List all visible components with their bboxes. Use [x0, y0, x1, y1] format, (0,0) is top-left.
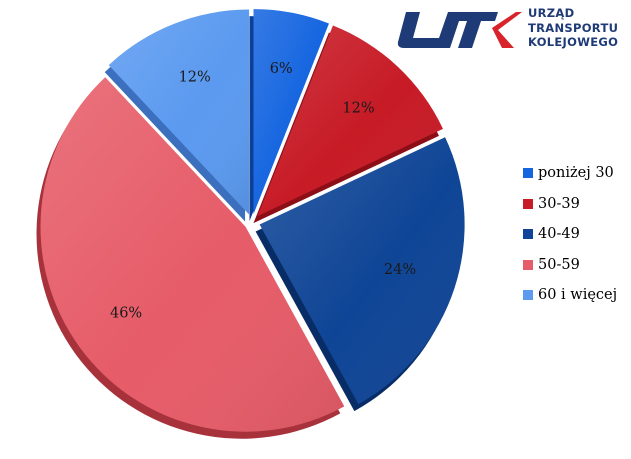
slice-sheen-60-i-wiecej: [108, 9, 250, 215]
data-label-ponizej-30: 6%: [270, 61, 293, 77]
utk-logo-text: URZĄD TRANSPORTU KOLEJOWEGO: [528, 6, 618, 50]
slice-sheen-30-39: [257, 25, 443, 217]
utk-logo: URZĄD TRANSPORTU KOLEJOWEGO: [388, 4, 628, 54]
logo-line-2: TRANSPORTU: [528, 20, 619, 35]
slice-sheen-50-59: [40, 77, 345, 432]
legend-label: 40-49: [538, 226, 580, 243]
legend-swatch: [523, 229, 533, 240]
legend-swatch: [523, 290, 533, 301]
utk-logo-mark: [397, 12, 522, 48]
data-label-40-49: 24%: [384, 262, 416, 278]
slice-sheen-40-49: [259, 137, 465, 405]
legend: poniżej 30 30-39 40-49 50-59 60 i więcej: [523, 158, 631, 311]
legend-label: 30-39: [538, 195, 580, 212]
legend-item-ponizej-30: poniżej 30: [523, 158, 631, 189]
legend-label: 60 i więcej: [538, 287, 618, 304]
legend-item-30-39: 30-39: [523, 189, 631, 220]
legend-swatch: [523, 198, 533, 209]
slice-labels: 6% 12% 24% 46% 12%: [110, 61, 416, 321]
data-label-50-59: 46%: [110, 306, 142, 322]
slice-tops: [40, 9, 465, 432]
data-label-30-39: 12%: [342, 101, 374, 117]
slice-sheen-ponizej-30: [253, 9, 329, 215]
legend-item-60-i-wiecej: 60 i więcej: [523, 280, 631, 311]
logo-line-3: KOLEJOWEGO: [528, 35, 619, 49]
legend-item-40-49: 40-49: [523, 219, 631, 250]
legend-item-50-59: 50-59: [523, 250, 631, 281]
legend-label: 50-59: [538, 256, 580, 273]
data-label-60-i-wiecej: 12%: [179, 69, 211, 85]
legend-swatch: [523, 259, 533, 270]
legend-label: poniżej 30: [538, 165, 614, 182]
legend-swatch: [523, 168, 533, 179]
logo-line-1: URZĄD: [528, 6, 575, 20]
